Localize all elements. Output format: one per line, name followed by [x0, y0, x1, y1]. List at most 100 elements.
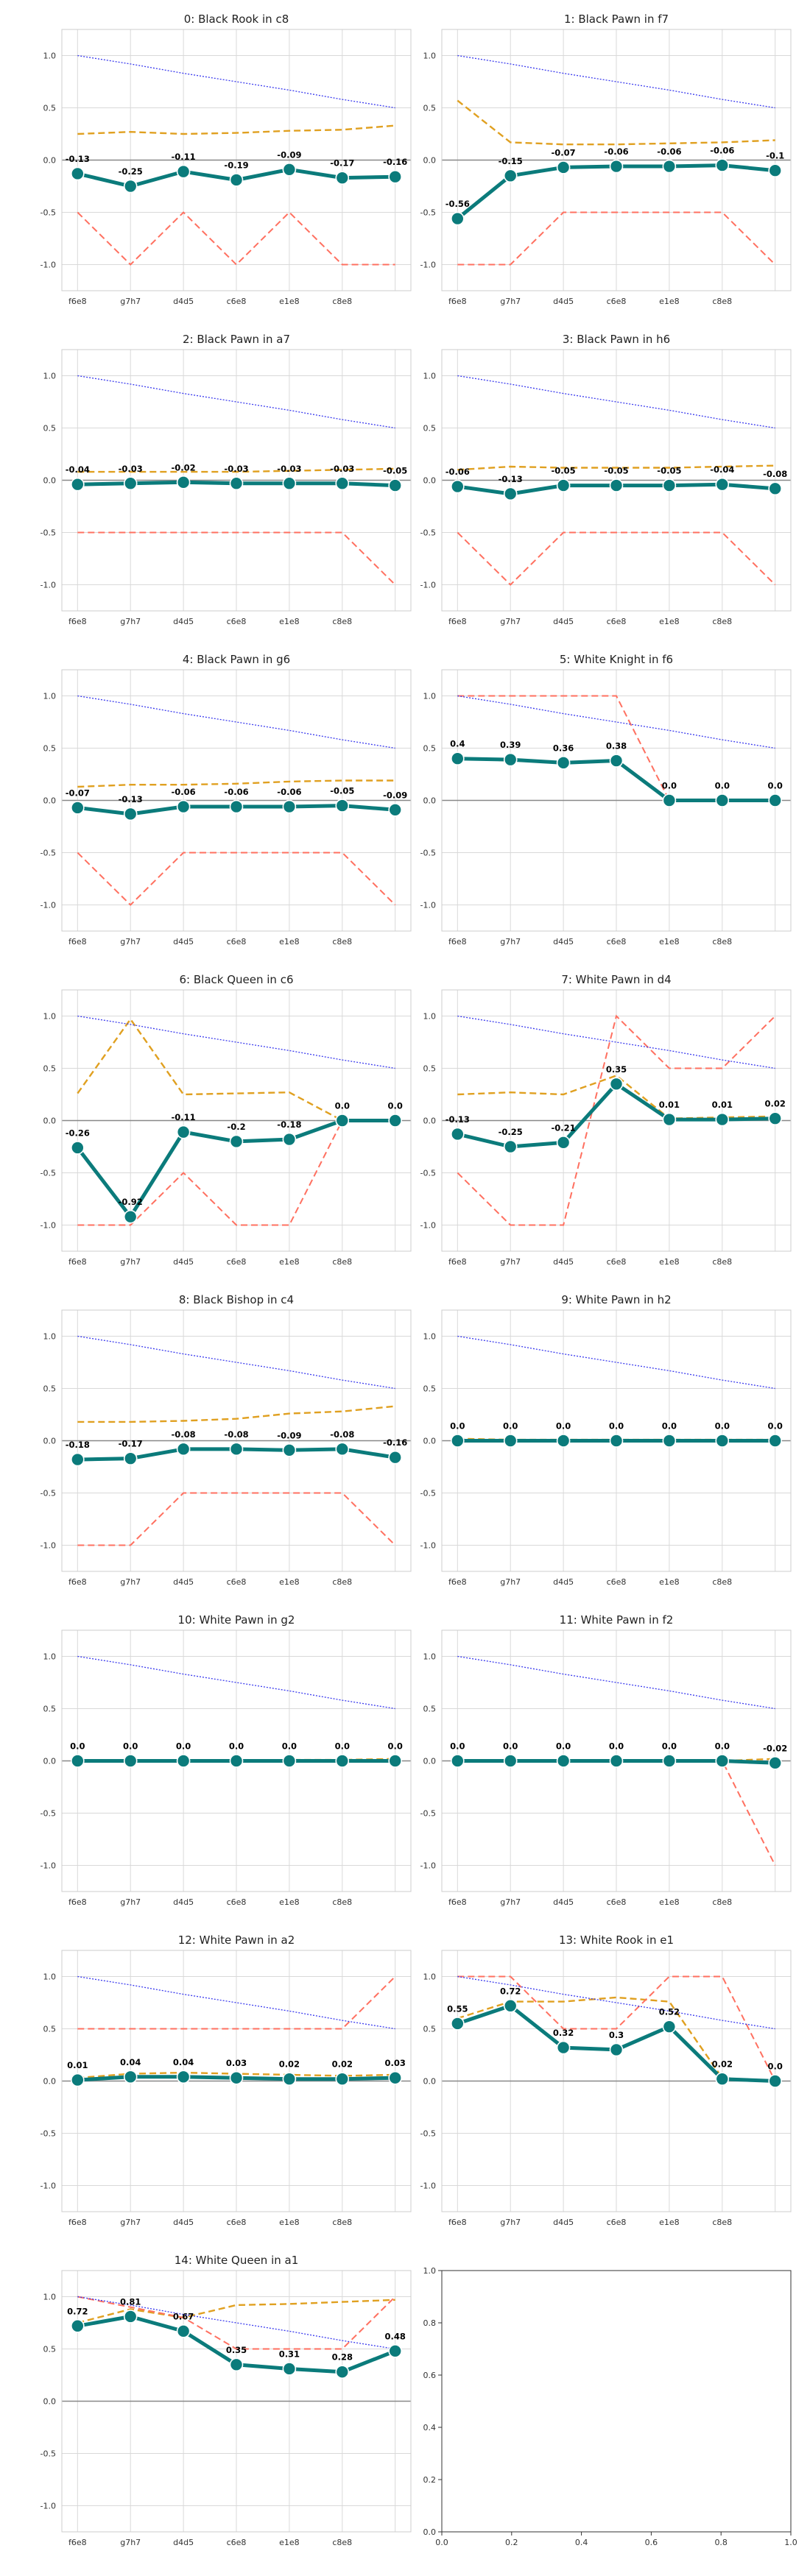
y-tick-label: 1.0 [423, 2266, 437, 2276]
axes-frame [441, 349, 792, 612]
data-label: -0.16 [383, 1437, 407, 1448]
x-tick-label: g7h7 [500, 617, 521, 626]
data-point [282, 2072, 297, 2086]
x-tick-label: f6e8 [448, 937, 467, 946]
axes-frame [61, 989, 412, 1252]
x-tick-label: c8e8 [712, 2218, 732, 2227]
series-blue-line [77, 1655, 395, 1710]
data-label: 0.0 [662, 781, 677, 791]
data-label: 0.0 [715, 781, 730, 791]
data-label: 0.03 [226, 2058, 247, 2068]
data-label: 0.67 [173, 2311, 194, 2321]
x-tick-label: e1e8 [279, 1897, 300, 1907]
y-tick-label: 0.5 [43, 1705, 57, 1714]
subplot-title: 9: White Pawn in h2 [561, 1293, 671, 1306]
x-tick-label: e1e8 [659, 937, 680, 946]
y-tick-label: -1.0 [40, 1861, 56, 1871]
x-tick-label: d4d5 [173, 297, 194, 306]
data-point [123, 807, 138, 821]
data-point [176, 1442, 191, 1457]
axes-frame [61, 1309, 412, 1572]
data-point [451, 1434, 465, 1448]
data-point [662, 793, 677, 807]
y-tick-label: -0.5 [420, 1169, 436, 1178]
x-tick-label: f6e8 [448, 2218, 467, 2227]
y-tick-label: 0.5 [423, 2025, 437, 2034]
x-tick-label: c6e8 [607, 937, 627, 946]
subplot-3: -0.06 -0.13 -0.05 -0.05 -0.05 -0.04 -0.08 -1.0 -… [420, 333, 792, 626]
x-tick-label: c8e8 [332, 1897, 352, 1907]
data-label: 0.0 [335, 1101, 350, 1111]
axes-frame [61, 349, 412, 612]
subplot-title: 7: White Pawn in d4 [561, 973, 671, 986]
data-point [176, 1125, 191, 1139]
x-tick-label: g7h7 [500, 2218, 521, 2227]
x-tick-label: d4d5 [173, 1257, 194, 1267]
y-tick-label: 1.0 [43, 1972, 57, 1982]
data-label: -0.06 [172, 787, 196, 797]
x-tick-label: c8e8 [712, 1897, 732, 1907]
y-tick-label: -1.0 [420, 261, 436, 270]
x-tick-label: c6e8 [607, 1577, 627, 1587]
x-tick-label: e1e8 [279, 617, 300, 626]
x-tick-label: c8e8 [332, 1257, 352, 1267]
series-blue-line [77, 1335, 395, 1390]
x-tick-label: d4d5 [553, 297, 574, 306]
data-point [609, 1077, 624, 1091]
subplot-10: 0.0 0.0 0.0 0.0 0.0 0.0 0.0 -1.0 -0.5 0.0 0.5 1.0 f6… [40, 1613, 412, 1907]
y-tick-label: 0.0 [43, 156, 57, 166]
data-point [335, 476, 350, 491]
data-label: 0.0 [609, 1741, 624, 1752]
series-blue-line [77, 1015, 395, 1069]
data-label: 0.0 [387, 1101, 402, 1111]
data-point [451, 1754, 465, 1768]
y-tick-label: 1.0 [43, 1012, 57, 1022]
y-tick-label: 1.0 [423, 52, 437, 61]
y-tick-label: -1.0 [420, 1861, 436, 1871]
subplot-14: 0.72 0.81 0.67 0.35 0.31 0.28 0.48 -1.0 -0.5 0.0 0… [40, 2254, 412, 2547]
data-point [556, 1754, 571, 1768]
x-tick-label: c8e8 [712, 617, 732, 626]
data-label: 0.55 [447, 2003, 468, 2014]
data-point [768, 1756, 782, 1770]
y-tick-label: 0.0 [43, 2397, 57, 2407]
y-tick-label: -0.5 [420, 849, 436, 858]
data-label: 0.0 [609, 1421, 624, 1432]
series-red-line [457, 695, 775, 802]
y-tick-label: 0.0 [423, 1757, 437, 1766]
data-point [662, 1754, 677, 1768]
data-point [71, 1754, 85, 1768]
y-tick-label: -1.0 [40, 2502, 56, 2511]
x-tick-label: c6e8 [607, 1897, 627, 1907]
data-point [715, 1754, 730, 1768]
data-label: -0.02 [763, 1743, 787, 1753]
data-point [229, 1754, 244, 1768]
data-point [388, 478, 402, 492]
data-label: -0.05 [330, 786, 354, 796]
data-label: -0.08 [330, 1429, 354, 1440]
data-point [556, 1434, 571, 1448]
data-label: -0.06 [224, 787, 248, 797]
series-orange-line [77, 1405, 395, 1423]
data-point [388, 1114, 402, 1128]
series-blue-line [77, 54, 395, 109]
data-label: -0.05 [383, 466, 407, 476]
series-red-line [77, 531, 396, 586]
axes-frame [441, 1630, 792, 1892]
series-blue-line [457, 1015, 775, 1069]
x-tick-label: d4d5 [173, 937, 194, 946]
data-label: 0.81 [120, 2296, 141, 2307]
data-label: 0.31 [279, 2349, 300, 2359]
subplot-title: 11: White Pawn in f2 [560, 1613, 674, 1627]
series-red-line [77, 852, 396, 906]
data-point [229, 1134, 244, 1149]
x-tick-label: d4d5 [553, 2218, 574, 2227]
data-point [715, 1112, 730, 1127]
y-tick-label: -1.0 [420, 1541, 436, 1551]
data-label: 0.0 [229, 1741, 244, 1752]
data-point [335, 2072, 350, 2086]
y-tick-label: 0.0 [43, 1757, 57, 1766]
data-point [229, 2070, 244, 2085]
data-label: -0.06 [277, 787, 301, 797]
data-label: -0.26 [66, 1128, 90, 1138]
